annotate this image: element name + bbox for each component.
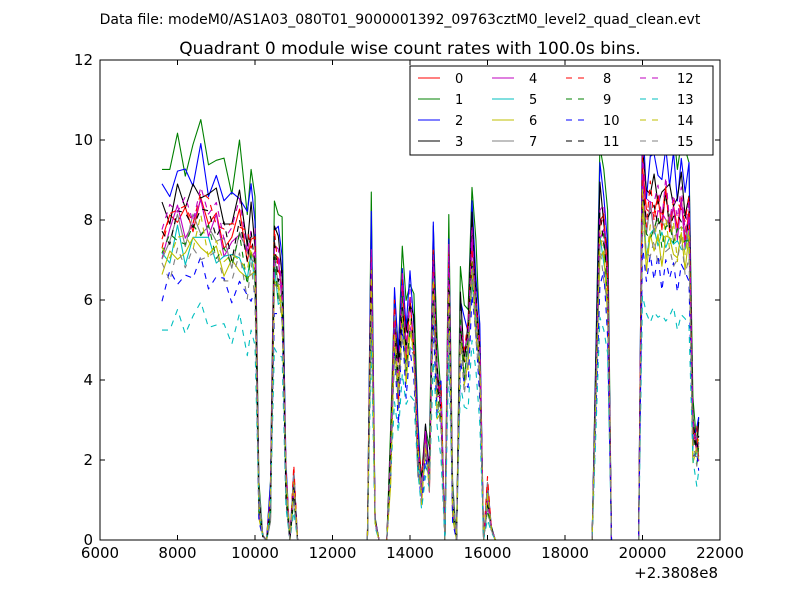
y-tick-label: 4 [83,371,93,389]
legend-label-5: 5 [529,93,537,108]
x-tick-label: 20000 [619,544,667,562]
legend-label-8: 8 [603,72,611,87]
legend-label-7: 7 [529,135,537,150]
x-tick-label: 22000 [696,544,744,562]
legend-label-13: 13 [677,93,694,108]
legend-label-12: 12 [677,72,694,87]
y-tick-label: 2 [83,451,93,469]
legend-label-14: 14 [677,114,694,129]
legend-label-4: 4 [529,72,537,87]
x-tick-label: 16000 [464,544,512,562]
y-tick-label: 0 [83,531,93,549]
x-axis: 6000 8000 10000 12000 14000 16000 18000 20000 22… [81,60,744,562]
legend-label-11: 11 [603,135,620,150]
legend-label-6: 6 [529,114,537,129]
legend-label-2: 2 [455,114,463,129]
x-tick-label: 10000 [231,544,279,562]
y-tick-label: 6 [83,291,93,309]
y-tick-label: 10 [74,131,93,149]
legend-label-9: 9 [603,93,611,108]
x-tick-label: 8000 [158,544,196,562]
chart-title: Quadrant 0 module wise count rates with … [179,39,640,59]
x-tick-label: 18000 [541,544,589,562]
y-tick-label: 12 [74,51,93,69]
legend-label-15: 15 [677,135,694,150]
x-tick-label: 12000 [309,544,357,562]
legend-label-0: 0 [455,72,463,87]
legend-box [409,65,714,156]
legend-label-1: 1 [455,93,463,108]
x-offset-label: +2.3808e8 [634,564,718,582]
suptitle: Data file: modeM0/AS1A03_080T01_90000013… [100,12,701,28]
x-tick-label: 6000 [81,544,119,562]
y-tick-label: 8 [83,211,93,229]
legend-label-3: 3 [455,135,463,150]
legend-label-10: 10 [603,114,620,129]
x-tick-label: 14000 [386,544,434,562]
